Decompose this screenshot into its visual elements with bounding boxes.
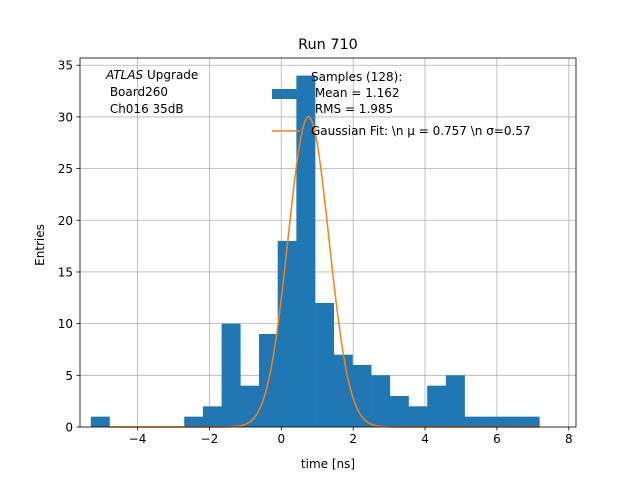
atlas-label: ATLAS [105,68,144,82]
legend: Samples (128): Mean = 1.162 RMS = 1.985 … [272,70,531,138]
x-tick-label: −4 [129,432,147,446]
chart-title: Run 710 [298,37,358,53]
histogram-bar [501,416,521,427]
y-tick-label: 35 [58,59,73,73]
x-tick-label: −2 [201,432,219,446]
histogram-bar [296,75,316,428]
legend-label-fit: Gaussian Fit: \n μ = 0.757 \n σ=0.57 [311,124,531,138]
x-tick-label: 0 [277,432,285,446]
histogram-bar [352,364,372,427]
x-axis-label: time [ns] [301,457,355,471]
legend-swatch-histogram [272,89,300,99]
y-tick-label: 10 [58,317,73,331]
histogram-bar [333,354,353,427]
x-tick-label: 6 [493,432,501,446]
atlas-annotation: ATLAS Upgrade Board260 Ch016 35dB [105,68,198,116]
histogram-bar [389,395,409,427]
histogram-bar [483,416,503,427]
y-axis: 0 5 10 15 20 25 30 35 [58,59,80,435]
x-tick-label: 2 [349,432,357,446]
svg-text:ATLAS Upgrade: ATLAS Upgrade [105,68,198,82]
x-tick-label: 4 [421,432,429,446]
legend-label-rms: RMS = 1.985 [311,102,393,116]
x-axis: −4 −2 0 2 4 6 8 [129,427,573,446]
plot-frame [79,57,577,428]
histogram-bar [445,375,465,427]
histogram-bar [202,406,222,427]
histogram-bar [371,375,391,427]
histogram-bar [427,385,447,427]
y-tick-label: 20 [58,214,73,228]
upgrade-label: Upgrade [143,68,198,82]
histogram-bar [464,416,484,427]
histogram-bar [90,416,110,427]
histogram-bar [520,416,540,427]
y-axis-label: Entries [33,224,47,266]
histogram-bar [240,385,260,427]
y-tick-label: 15 [58,265,73,279]
histogram-bar [408,406,428,427]
legend-label-mean: Mean = 1.162 [311,86,400,100]
y-tick-label: 0 [65,421,73,435]
histogram-bar [315,302,335,427]
legend-label-samples: Samples (128): [311,70,402,84]
channel-label: Ch016 35dB [106,102,184,116]
histogram-bar [221,323,241,427]
grid-lines [80,58,576,428]
y-tick-label: 30 [58,110,73,124]
histogram-bar [277,240,297,427]
x-tick-label: 8 [565,432,573,446]
y-tick-label: 5 [65,369,73,383]
y-tick-label: 25 [58,162,73,176]
board-label: Board260 [106,85,168,99]
histogram-bar [184,416,204,427]
